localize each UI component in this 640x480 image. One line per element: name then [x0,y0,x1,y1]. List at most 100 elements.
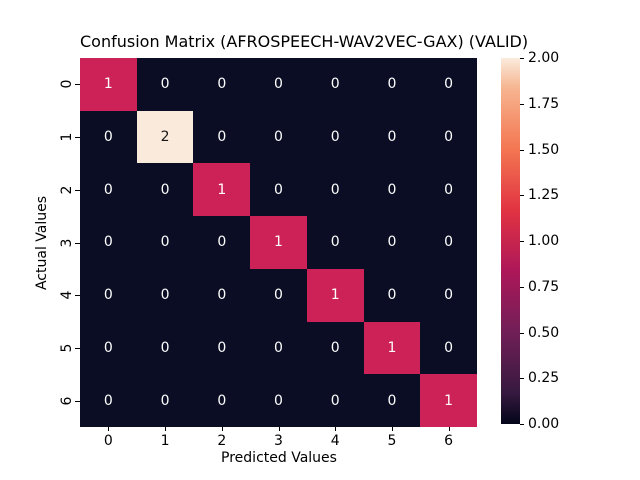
cell-value: 0 [274,287,283,304]
heatmap-cell-r6c6: 1 [420,374,477,427]
heatmap-grid: 1 0 0 0 0 0 0 0 2 0 0 0 0 0 0 0 1 0 0 0 0 0 0 0 1 0 0 0 0 0 0 0 1 0 0 0 0 0 0 0… [80,58,477,427]
colorbar-tick-label: 0.50 [528,324,560,341]
heatmap-cell-r3c0: 0 [80,216,137,269]
heatmap-cell-r0c6: 0 [420,58,477,111]
y-axis-label: Actual Values [34,195,50,291]
colorbar-tick-mark [520,58,524,59]
heatmap-cell-r4c1: 0 [136,268,194,322]
x-tick-mark [221,427,223,431]
colorbar-tick-label: 2.00 [528,50,560,66]
cell-value: 1 [217,181,227,198]
cell-value: 0 [274,181,283,198]
y-tick-label: 1 [59,132,75,142]
colorbar-tick-label: 1.50 [528,141,560,158]
cell-value: 0 [387,287,397,304]
heatmap-cell-r6c4: 0 [306,374,364,427]
heatmap-cell-r0c5: 0 [363,58,421,111]
cell-value: 0 [160,234,170,251]
heatmap-cell-r6c1: 0 [136,374,194,427]
heatmap-cell-r5c1: 0 [136,321,194,375]
heatmap-cell-r3c5: 0 [363,216,421,269]
y-tick-mark [75,347,80,349]
heatmap-cell-r4c3: 0 [250,268,307,322]
cell-value: 1 [330,287,340,304]
heatmap-cell-r4c6: 0 [420,268,477,322]
cell-value: 0 [444,129,454,146]
cell-value: 0 [444,234,454,251]
colorbar-tick-mark [520,378,524,380]
heatmap-cell-r2c1: 0 [136,163,194,217]
heatmap-cell-r0c3: 0 [250,58,307,111]
cell-value: 0 [387,234,397,251]
heatmap-cell-r3c3: 1 [250,216,307,269]
cell-value: 0 [444,181,454,198]
cell-value: 0 [103,234,113,251]
cell-value: 0 [103,392,113,409]
y-tick-mark [75,242,80,244]
heatmap-cell-r2c2: 1 [193,163,251,217]
heatmap-cell-r3c4: 0 [306,216,364,269]
colorbar-tick-mark [520,149,524,151]
x-tick-mark [448,427,450,431]
cell-value: 0 [217,287,227,304]
cell-value: 0 [274,392,283,409]
cell-value: 1 [387,339,397,356]
colorbar-tick-label: 1.25 [528,187,560,204]
heatmap-cell-r1c4: 0 [306,110,364,164]
heatmap-cell-r0c4: 0 [306,58,364,111]
cell-value: 0 [387,129,397,146]
cell-value: 1 [274,234,283,251]
heatmap-cell-r6c5: 0 [363,374,421,427]
cell-value: 2 [160,129,170,146]
cell-value: 0 [330,339,340,356]
cell-value: 0 [217,339,227,356]
cell-value: 0 [103,339,113,356]
heatmap-cell-r0c1: 0 [136,58,194,111]
heatmap-cell-r4c5: 0 [363,268,421,322]
heatmap-cell-r5c5: 1 [363,321,421,375]
cell-value: 0 [160,181,170,198]
y-tick-mark [75,189,80,191]
cell-value: 0 [103,287,113,304]
heatmap-cell-r3c1: 0 [136,216,194,269]
colorbar-tick-label: 0.00 [528,416,560,432]
y-tick-label: 4 [59,290,75,300]
heatmap-cell-r1c5: 0 [363,110,421,164]
x-tick-mark [278,427,280,431]
heatmap-cell-r1c1: 2 [136,110,194,164]
heatmap-cell-r5c3: 0 [250,321,307,375]
x-tick-label: 0 [103,433,113,449]
x-tick-mark [165,427,167,431]
colorbar-tick-mark [520,241,524,242]
colorbar-tick-mark [520,286,524,288]
cell-value: 0 [274,129,283,146]
heatmap-cell-r1c2: 0 [193,110,251,164]
x-tick-label: 2 [217,433,227,449]
cell-value: 0 [444,76,454,93]
cell-value: 0 [160,287,170,304]
y-tick-mark [75,84,80,86]
cell-value: 0 [217,234,227,251]
heatmap-cell-r0c0: 1 [80,58,137,111]
y-tick-mark [75,400,80,402]
y-tick-mark [75,295,80,297]
colorbar-tick-label: 0.25 [528,370,560,387]
heatmap-cell-r4c0: 0 [80,268,137,322]
x-tick-mark [391,427,393,431]
heatmap-cell-r6c2: 0 [193,374,251,427]
heatmap-cell-r5c4: 0 [306,321,364,375]
cell-value: 0 [217,392,227,409]
cell-value: 0 [103,129,113,146]
heatmap-cell-r2c5: 0 [363,163,421,217]
cell-value: 0 [387,181,397,198]
colorbar-tick-mark [520,195,524,197]
heatmap-cell-r2c6: 0 [420,163,477,217]
x-tick-label: 6 [444,433,454,449]
x-tick-label: 1 [160,433,170,449]
colorbar-tick-mark [520,103,524,105]
cell-value: 1 [103,76,113,93]
colorbar-tick-label: 1.00 [528,233,560,249]
cell-value: 0 [330,129,340,146]
y-tick-label: 0 [59,79,75,89]
